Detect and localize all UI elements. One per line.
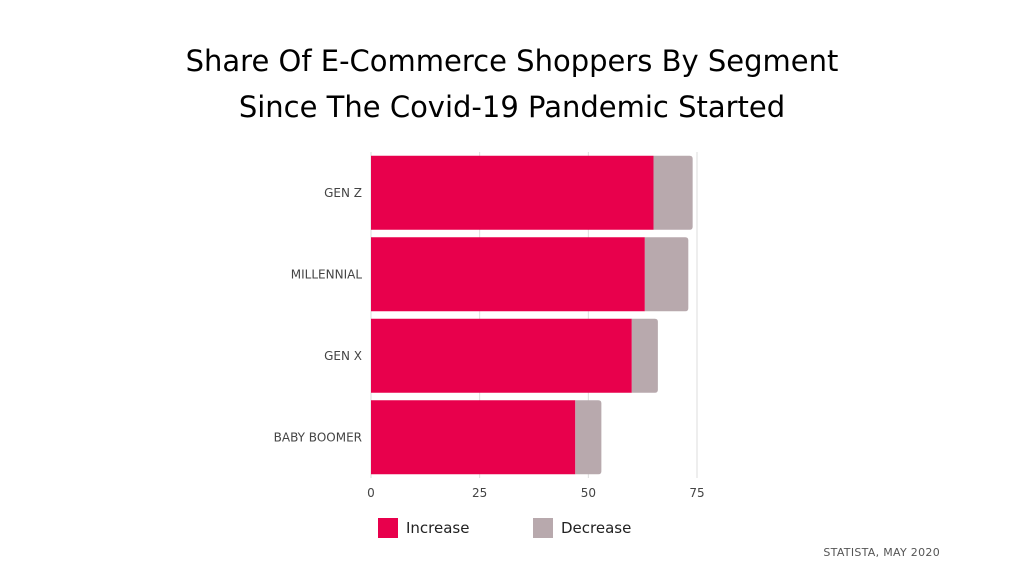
bar-decrease-baby-boomer	[575, 400, 602, 475]
category-label-baby-boomer: BABY BOOMER	[274, 430, 362, 444]
x-tick-label-25: 25	[472, 486, 487, 500]
chart-legend: Increase Decrease	[0, 518, 1024, 542]
legend-item-decrease: Decrease	[533, 518, 631, 538]
category-label-gen-x: GEN X	[324, 349, 362, 363]
bar-increase-millennial	[371, 237, 645, 312]
category-label-millennial: MILLENNIAL	[291, 267, 363, 281]
category-label-gen-z: GEN Z	[324, 186, 362, 200]
x-tick-label-50: 50	[581, 486, 596, 500]
legend-swatch-increase	[378, 518, 398, 538]
bar-decrease-millennial	[644, 237, 689, 312]
x-tick-label-75: 75	[689, 486, 704, 500]
bar-increase-gen-x	[371, 318, 632, 393]
chart-title-line-2: Since The Covid-19 Pandemic Started	[238, 90, 786, 124]
bar-decrease-gen-z	[653, 155, 693, 230]
legend-swatch-decrease	[533, 518, 553, 538]
source-note: STATISTA, MAY 2020	[823, 546, 940, 559]
bar-increase-baby-boomer	[371, 400, 576, 475]
legend-label-increase: Increase	[406, 519, 470, 537]
bar-increase-gen-z	[371, 155, 654, 230]
x-tick-label-0: 0	[367, 486, 375, 500]
legend-item-increase: Increase	[378, 518, 469, 538]
bar-decrease-gen-x	[631, 318, 658, 393]
chart-title: Share Of E-Commerce Shoppers By Segment …	[0, 38, 1024, 130]
legend-label-decrease: Decrease	[561, 519, 632, 537]
chart-title-line-1: Share Of E-Commerce Shoppers By Segment	[185, 44, 839, 78]
